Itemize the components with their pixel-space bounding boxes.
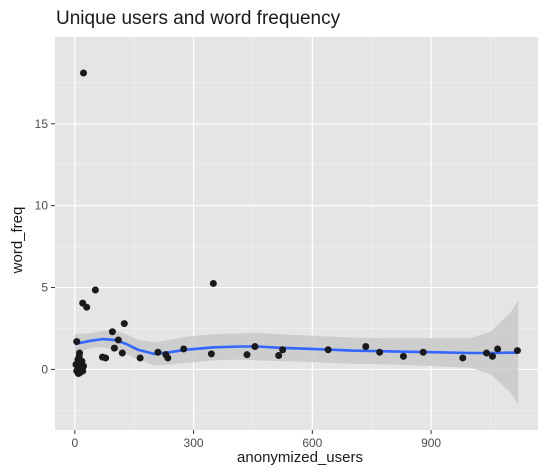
- x-tick-label: 600: [302, 436, 322, 450]
- y-tick-label: 15: [35, 117, 49, 131]
- x-tick-label: 300: [184, 436, 204, 450]
- confidence-band: [74, 300, 519, 405]
- chart-title: Unique users and word frequency: [56, 8, 341, 29]
- x-tick-label: 0: [71, 436, 78, 450]
- data-point: [136, 354, 144, 362]
- data-point: [180, 345, 188, 353]
- data-point: [154, 348, 162, 356]
- data-point: [399, 352, 407, 360]
- data-point: [76, 349, 84, 357]
- data-point: [118, 349, 126, 357]
- data-point: [102, 354, 110, 362]
- x-tick-label: 900: [421, 436, 441, 450]
- data-point: [275, 351, 283, 359]
- data-point: [207, 350, 215, 358]
- data-point: [108, 328, 116, 336]
- data-points: [72, 69, 521, 378]
- data-point: [83, 303, 91, 311]
- data-point: [114, 336, 122, 344]
- data-point: [80, 362, 88, 370]
- y-tick-label: 0: [41, 362, 48, 376]
- data-point: [488, 352, 496, 360]
- data-point: [419, 348, 427, 356]
- data-point: [362, 342, 370, 350]
- data-point: [164, 354, 172, 362]
- y-axis-title: word_freq: [9, 207, 26, 275]
- data-point: [209, 279, 217, 287]
- data-point: [251, 342, 259, 350]
- data-point: [110, 344, 118, 352]
- data-point: [483, 349, 491, 357]
- x-axis-title: anonymized_users: [237, 449, 363, 466]
- data-point: [243, 351, 251, 359]
- data-point: [513, 347, 521, 355]
- data-point: [494, 345, 502, 353]
- data-point: [120, 320, 128, 328]
- data-point: [73, 338, 81, 346]
- data-point: [80, 69, 88, 77]
- grid-minor-lines: [55, 37, 538, 430]
- data-point: [91, 286, 99, 294]
- data-point: [324, 346, 332, 354]
- plot-panel: [55, 37, 538, 430]
- data-point: [279, 346, 287, 354]
- data-point: [376, 348, 384, 356]
- y-tick-label: 10: [35, 199, 49, 213]
- y-axis-ticks: 0 5 10 15: [35, 117, 55, 376]
- data-point: [459, 354, 467, 362]
- y-tick-label: 5: [41, 281, 48, 295]
- x-axis-ticks: 0 300 600 900: [71, 430, 441, 450]
